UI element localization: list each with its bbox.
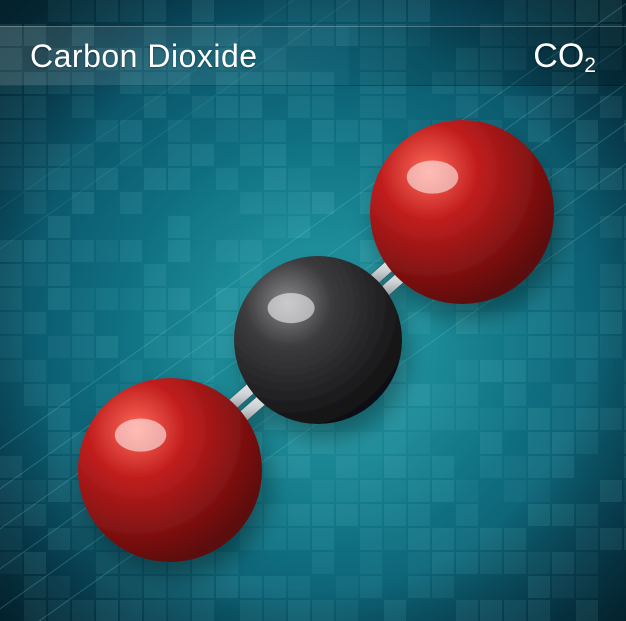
molecule-diagram [0, 0, 626, 621]
atom-o [78, 378, 262, 562]
atom-o [370, 120, 554, 304]
diagram-canvas: Carbon Dioxide CO2 [0, 0, 626, 621]
atom-c [234, 256, 402, 424]
